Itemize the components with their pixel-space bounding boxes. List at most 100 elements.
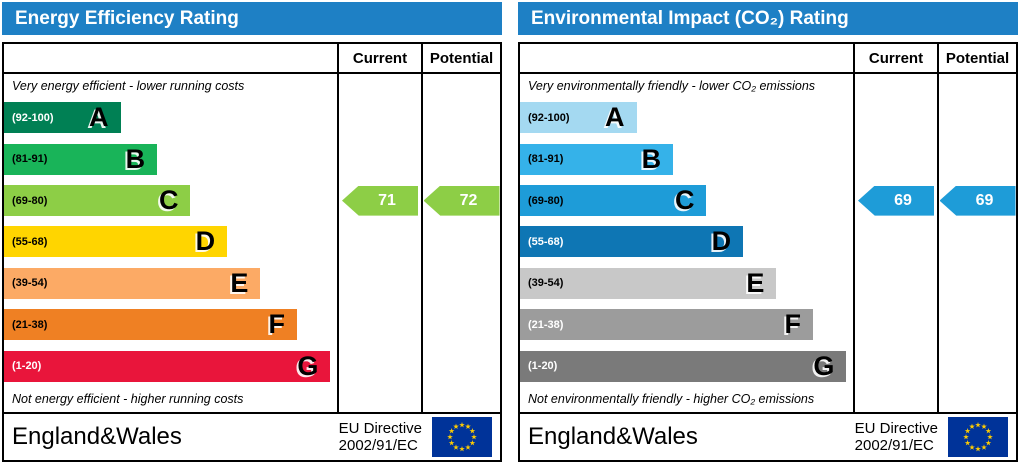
current-column-spacer <box>337 74 421 97</box>
eu-flag-icon <box>432 417 492 457</box>
current-column-cell <box>853 304 937 346</box>
panel-title: Energy Efficiency Rating <box>15 7 239 29</box>
current-column-cell <box>337 138 421 180</box>
header-spacer <box>4 44 337 74</box>
potential-rating-value: 72 <box>459 191 478 209</box>
band-bar-cell: (81-91) B <box>4 138 337 179</box>
band-bar: (81-91) B <box>520 143 674 175</box>
band-bar-cell: (1-20) G <box>520 346 853 387</box>
current-rating-arrow: 69 <box>858 185 934 216</box>
potential-column-cell <box>421 97 500 139</box>
band-bar: (1-20) G <box>4 350 331 382</box>
current-column-cell <box>337 345 421 387</box>
current-rating-value: 69 <box>894 191 912 209</box>
eu-directive-line1: EU Directive <box>338 419 422 437</box>
band-bar-cell: (92-100) A <box>4 97 337 138</box>
potential-column-cell: 69 <box>937 179 1016 222</box>
band-range-label: (55-68) <box>12 235 48 248</box>
band-bar: (39-54) E <box>4 267 261 299</box>
potential-column-cell <box>937 345 1016 387</box>
band-bar: (92-100) A <box>520 102 637 134</box>
current-column-spacer <box>853 386 937 412</box>
band-bar-cell: (21-38) F <box>520 304 853 345</box>
band-letter: B <box>641 143 662 174</box>
band-letter: C <box>674 185 695 216</box>
band-letter: G <box>297 350 319 381</box>
current-column-header: Current <box>853 44 937 74</box>
band-bar: (55-68) D <box>520 226 744 258</box>
band-range-label: (92-100) <box>528 111 570 124</box>
potential-column-header: Potential <box>937 44 1016 74</box>
energy-title-bar: Energy Efficiency Rating <box>2 2 502 35</box>
band-letter: B <box>125 143 146 174</box>
region-label: England&Wales <box>12 423 182 450</box>
current-column-cell <box>853 138 937 180</box>
chart-footer: England&Wales EU Directive 2002/91/EC <box>520 412 1016 460</box>
band-range-label: (69-80) <box>12 194 48 207</box>
potential-column-cell <box>421 138 500 180</box>
potential-column-cell <box>421 304 500 346</box>
band-bar-cell: (81-91) B <box>520 138 853 179</box>
energy-chart-box: Current Potential Very energy efficient … <box>2 42 502 462</box>
band-bar: (39-54) E <box>520 267 777 299</box>
potential-column-cell <box>421 345 500 387</box>
band-range-label: (1-20) <box>12 360 42 373</box>
current-column-cell <box>853 221 937 263</box>
potential-rating-value: 69 <box>975 191 994 209</box>
potential-column-cell <box>937 304 1016 346</box>
eu-directive-label: EU Directive 2002/91/EC <box>339 420 422 455</box>
band-bar: (81-91) B <box>4 143 158 175</box>
bottom-caption: Not energy efficient - higher running co… <box>12 392 244 407</box>
band-range-label: (39-54) <box>528 277 564 290</box>
band-letter: C <box>158 185 179 216</box>
band-bar: (69-80) C <box>4 185 191 217</box>
potential-column-spacer <box>421 74 500 97</box>
top-caption: Very environmentally friendly - lower CO… <box>528 78 816 93</box>
region-label: England&Wales <box>528 423 698 450</box>
eu-flag-icon <box>948 417 1008 457</box>
environmental-title-bar: Environmental Impact (CO₂) Rating <box>518 2 1018 35</box>
band-letter: E <box>746 267 765 298</box>
band-letter: F <box>268 309 286 340</box>
band-bar: (21-38) F <box>4 309 298 341</box>
environmental-impact-panel: Environmental Impact (CO₂) Rating Curren… <box>518 2 1018 462</box>
band-bar: (55-68) D <box>4 226 228 258</box>
current-rating-arrow: 71 <box>342 185 418 216</box>
band-range-label: (21-38) <box>528 318 564 331</box>
band-range-label: (69-80) <box>528 194 564 207</box>
eu-directive-line2: 2002/91/EC <box>854 437 934 454</box>
current-column-cell <box>337 221 421 263</box>
potential-rating-arrow: 72 <box>423 185 500 216</box>
bottom-caption: Not environmentally friendly - higher CO… <box>528 392 815 407</box>
band-letter: D <box>711 226 732 257</box>
potential-column-cell <box>937 97 1016 139</box>
band-bar: (92-100) A <box>4 102 121 134</box>
band-range-label: (81-91) <box>12 153 48 166</box>
band-range-label: (39-54) <box>12 277 48 290</box>
potential-column-spacer <box>937 74 1016 97</box>
band-range-label: (55-68) <box>528 235 564 248</box>
band-bar-cell: (55-68) D <box>520 221 853 262</box>
current-column-cell <box>853 345 937 387</box>
current-column-header: Current <box>337 44 421 74</box>
current-column-cell: 71 <box>337 179 421 222</box>
band-bar-cell: (92-100) A <box>520 97 853 138</box>
potential-column-cell <box>937 262 1016 305</box>
energy-efficiency-panel: Energy Efficiency Rating Current Potenti… <box>2 2 502 462</box>
panel-title: Environmental Impact (CO₂) Rating <box>531 7 849 29</box>
band-bar-cell: (55-68) D <box>4 221 337 262</box>
band-bar-cell: (1-20) G <box>4 346 337 387</box>
eu-directive-line2: 2002/91/EC <box>338 437 418 454</box>
potential-column-cell: 72 <box>421 179 500 222</box>
band-bar-cell: (69-80) C <box>4 180 337 221</box>
current-column-cell <box>337 262 421 305</box>
energy-rating-chart: Current Potential Very energy efficient … <box>4 44 500 412</box>
eu-directive-line1: EU Directive <box>854 419 938 437</box>
header-spacer <box>520 44 853 74</box>
band-letter: A <box>605 102 625 133</box>
potential-rating-arrow: 69 <box>939 185 1016 216</box>
current-column-spacer <box>337 386 421 412</box>
potential-column-cell <box>937 221 1016 263</box>
band-letter: F <box>784 309 802 340</box>
